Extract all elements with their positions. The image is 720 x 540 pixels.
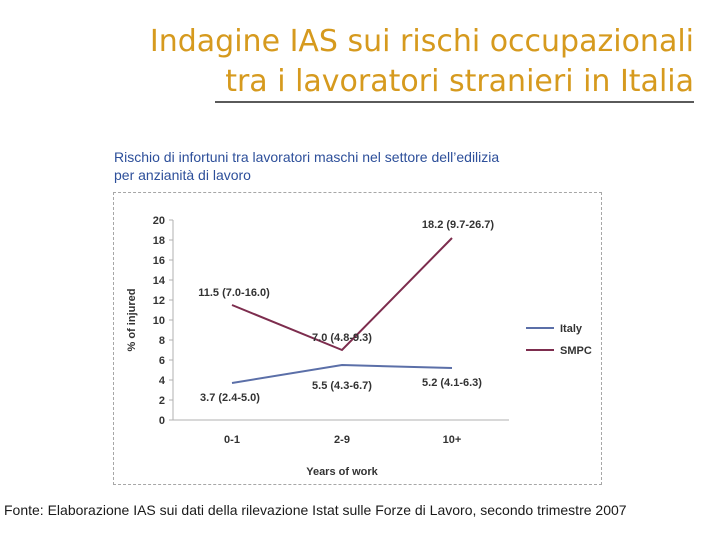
x-axis-title: Years of work — [306, 466, 378, 478]
legend-label: SMPC — [560, 345, 592, 357]
y-tick-label: 16 — [153, 255, 165, 267]
chart-subtitle-line1: Rischio di infortuni tra lavoratori masc… — [114, 149, 500, 165]
x-tick-label: 10+ — [443, 434, 462, 446]
y-axis-title: % of injured — [126, 289, 138, 352]
chart-frame: 0 2 4 6 8 10 12 14 16 18 20 0-1 2-9 10+ Years of work%… — [113, 192, 602, 485]
y-tick-label: 8 — [159, 335, 165, 347]
legend-label: Italy — [560, 323, 583, 335]
slide-title: Indagine IAS sui rischi occupazionali tr… — [134, 22, 694, 102]
chart-subtitle: Rischio di infortuni tra lavoratori masc… — [114, 148, 584, 184]
data-label: 5.5 (4.3-6.7) — [312, 380, 372, 392]
x-tick-label: 2-9 — [334, 434, 350, 446]
line-chart: 0 2 4 6 8 10 12 14 16 18 20 0-1 2-9 10+ Years of work%… — [126, 215, 592, 478]
series-line-italy — [231, 363, 453, 384]
data-label: 11.5 (7.0-16.0) — [198, 287, 270, 299]
data-label: 3.7 (2.4-5.0) — [200, 392, 260, 404]
data-label: 5.2 (4.1-6.3) — [422, 377, 482, 389]
y-tick-label: 4 — [159, 375, 166, 387]
data-label: 18.2 (9.7-26.7) — [422, 219, 494, 231]
x-tick-label: 0-1 — [224, 434, 240, 446]
source-note: Fonte: Elaborazione IAS sui dati della r… — [4, 502, 627, 518]
y-tick-label: 14 — [153, 275, 166, 287]
y-tick-label: 10 — [153, 315, 165, 327]
y-tick-label: 18 — [153, 235, 165, 247]
y-tick-label: 0 — [159, 415, 165, 427]
y-tick-label: 2 — [159, 395, 165, 407]
y-tick-label: 6 — [159, 355, 165, 367]
y-tick-label: 12 — [153, 295, 165, 307]
chart-subtitle-line2: per anzianità di lavoro — [114, 167, 251, 183]
y-tick-label: 20 — [153, 215, 165, 227]
slide-title-line1: Indagine IAS sui rischi occupazionali — [149, 24, 694, 59]
title-underline — [215, 101, 694, 103]
data-label: 7.0 (4.8-9.3) — [312, 332, 372, 344]
series-line-smpc — [231, 237, 453, 352]
slide-title-line2: tra i lavoratori stranieri in Italia — [225, 64, 694, 99]
